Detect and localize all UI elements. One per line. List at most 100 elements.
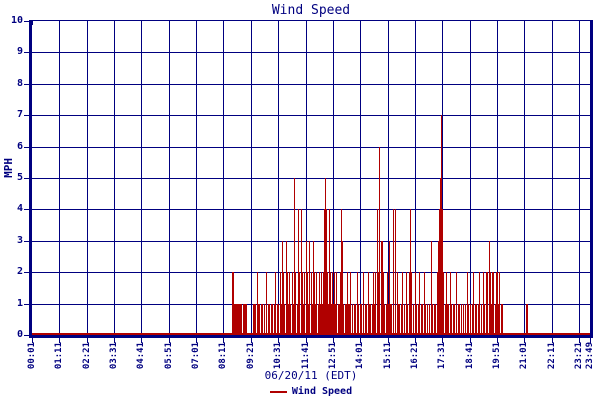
data-spike [428, 303, 430, 335]
x-tick-mark-bottom [278, 338, 280, 343]
data-spike [414, 272, 416, 335]
data-spike [289, 272, 291, 335]
data-spike [290, 303, 292, 335]
data-spike [470, 303, 472, 335]
data-spike [280, 303, 282, 335]
x-tick-mark-bottom [387, 338, 389, 343]
y-tick-label: 5 [16, 172, 23, 183]
data-spike [257, 303, 259, 335]
data-spike [235, 303, 237, 335]
data-spike [477, 303, 479, 335]
data-spike [255, 303, 257, 335]
y-tick-label: 9 [16, 46, 23, 58]
x-tick-mark-top [32, 21, 33, 25]
data-spike [444, 303, 446, 335]
data-spike [303, 303, 305, 335]
x-tick-mark-bottom [497, 338, 498, 343]
data-spike [269, 303, 271, 335]
y-tick-label: 1 [16, 297, 23, 309]
x-tick-mark-bottom [141, 338, 143, 343]
x-tick-mark-top [250, 21, 252, 25]
data-spike [331, 272, 333, 335]
data-spike [346, 272, 348, 335]
data-spike [272, 303, 274, 335]
legend-line-marker [269, 390, 287, 393]
data-spike [335, 303, 337, 335]
y-tick-mark [24, 335, 29, 336]
data-spike [318, 272, 320, 335]
data-spike [296, 303, 298, 335]
data-spike [492, 272, 494, 335]
data-spike [457, 303, 459, 335]
x-tick-mark-bottom [114, 338, 116, 343]
data-spike [423, 272, 425, 335]
x-tick-label: 02:21 [81, 342, 92, 370]
y-tick-label: 8 [16, 77, 23, 89]
data-spike [395, 209, 397, 335]
x-tick-mark-top [305, 21, 307, 25]
data-spike [334, 272, 336, 335]
data-spike [405, 272, 407, 335]
data-spike [373, 272, 375, 335]
data-spike [314, 272, 316, 335]
x-tick-mark-bottom [59, 338, 61, 343]
data-spike [328, 209, 330, 335]
x-tick-mark-top [360, 21, 362, 25]
y-tick-label: 3 [16, 234, 23, 246]
y-tick-label: 10 [10, 15, 23, 26]
data-spike [442, 209, 444, 335]
data-spike [273, 303, 275, 335]
data-spike [278, 303, 280, 335]
data-spike [495, 272, 497, 335]
data-spike [246, 303, 248, 335]
data-spike [236, 303, 238, 335]
data-spike [419, 272, 421, 335]
data-spike [437, 240, 439, 335]
y-tick-mark [24, 52, 29, 54]
data-spike [527, 303, 529, 335]
x-tick-mark-bottom [442, 338, 444, 343]
x-axis-date-label: 06/20/11 (EDT) [264, 369, 358, 382]
data-spike [337, 303, 339, 335]
data-spike [445, 272, 447, 335]
data-spike [422, 303, 424, 335]
data-spike [430, 240, 432, 335]
data-spike [452, 303, 454, 335]
data-spike [232, 272, 234, 335]
data-spike [466, 272, 468, 335]
data-spike [307, 272, 309, 335]
x-tick-mark-bottom [196, 338, 198, 343]
data-spike [382, 240, 384, 335]
data-spike [329, 272, 331, 335]
x-tick-mark-top [414, 21, 416, 25]
data-spike [270, 303, 272, 335]
data-spike [480, 303, 482, 335]
data-spike [349, 303, 351, 335]
data-spike [526, 303, 528, 335]
x-tick-label: 21:01 [519, 342, 530, 370]
data-spike [263, 303, 265, 335]
y-tick-label: 0 [16, 329, 23, 340]
data-spike [390, 303, 392, 335]
data-spike [491, 303, 493, 335]
data-spike [259, 303, 261, 335]
data-spike [338, 303, 340, 335]
y-tick-mark [24, 178, 29, 179]
x-tick-mark-top [141, 21, 143, 25]
data-spike [291, 272, 293, 335]
chart-title: Wind Speed [271, 3, 351, 18]
grid-h-line [32, 178, 590, 179]
data-spike [244, 303, 246, 335]
x-tick-label: 18:41 [464, 342, 475, 370]
x-tick-mark-top [387, 21, 389, 25]
x-tick-mark-bottom [551, 338, 553, 343]
x-tick-mark-top [223, 21, 225, 25]
data-spike [285, 240, 287, 335]
x-tick-label: 09:21 [245, 342, 256, 370]
x-tick-mark-top [332, 21, 334, 25]
data-spike [312, 240, 314, 335]
data-spike [325, 178, 327, 335]
data-spike [391, 303, 393, 335]
grid-h-line [32, 115, 590, 117]
